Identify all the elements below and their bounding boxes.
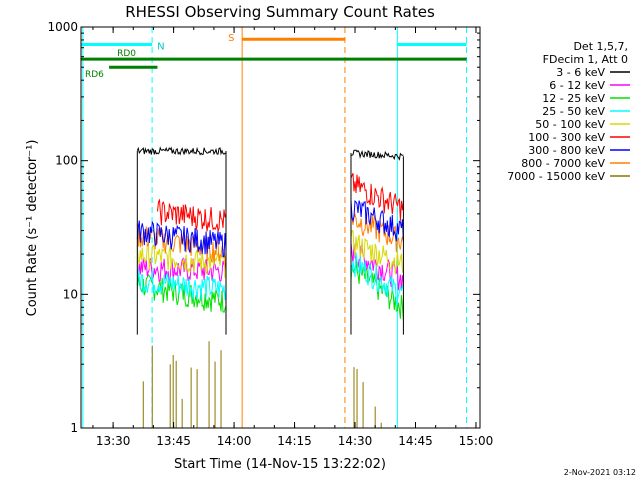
series-line-pass2 [350,210,404,253]
x-axis-label: Start Time (14-Nov-15 13:22:02) [174,457,386,472]
chart-title: RHESSI Observing Summary Count Rates [125,3,435,21]
x-tick-label: 15:00 [459,434,494,448]
series-line-pass2 [350,252,404,304]
footer-timestamp: 2-Nov-2021 03:12 [564,468,636,477]
x-tick-label: 14:15 [277,434,312,448]
series-line-pass1 [136,274,227,314]
series-line-pass1 [136,268,227,301]
legend-header: Det 1,5,7, [573,40,628,53]
marker-label-n: N [157,41,164,52]
series-line-pass1 [136,244,227,278]
plot-frame [80,26,481,429]
series-line-pass1 [136,146,227,156]
x-tick-label: 13:45 [156,434,191,448]
x-tick-label: 14:30 [338,434,373,448]
x-tick-label: 14:00 [217,434,252,448]
legend-entry-label: 6 - 12 keV [549,79,605,92]
axes: 13:30 13:45 14:00 14:15 14:30 14:45 15:00 1 10 10… [47,20,493,448]
series-line-pass2 [351,149,404,161]
legend-entry-label: 800 - 7000 keV [521,157,605,170]
y-tick-label: 1 [70,421,78,435]
bar-label-rd6: RD6 [85,70,104,80]
legend-entry-label: 12 - 25 keV [542,92,605,105]
legend-entry-label: 50 - 100 keV [535,118,605,131]
series-line-pass1 [136,220,227,258]
x-tick-label: 13:30 [96,434,131,448]
y-tick-label: 100 [55,154,78,168]
marker-label-s: S [228,33,234,44]
legend-header: FDecim 1, Att 0 [543,53,628,66]
series-line-pass2 [350,199,404,242]
x-tick-label: 14:45 [398,434,433,448]
y-axis-label: Count Rate (s⁻¹ detector⁻¹) [25,140,40,317]
legend-entry-label: 3 - 6 keV [556,66,605,79]
legend-entry-label: 100 - 300 keV [528,131,605,144]
series-line-pass2 [350,173,404,221]
plot-area: N S RD0 RD6 [81,27,468,428]
series-line-pass2 [350,229,404,275]
legend-entry-label: 300 - 800 keV [528,144,605,157]
legend-entry-label: 25 - 50 keV [542,105,605,118]
y-tick-label: 10 [63,287,78,301]
bar-label-rd0: RD0 [117,49,136,59]
series-line-pass1 [157,198,227,232]
y-tick-label: 1000 [47,20,78,34]
legend-entry-label: 7000 - 15000 keV [507,170,605,183]
